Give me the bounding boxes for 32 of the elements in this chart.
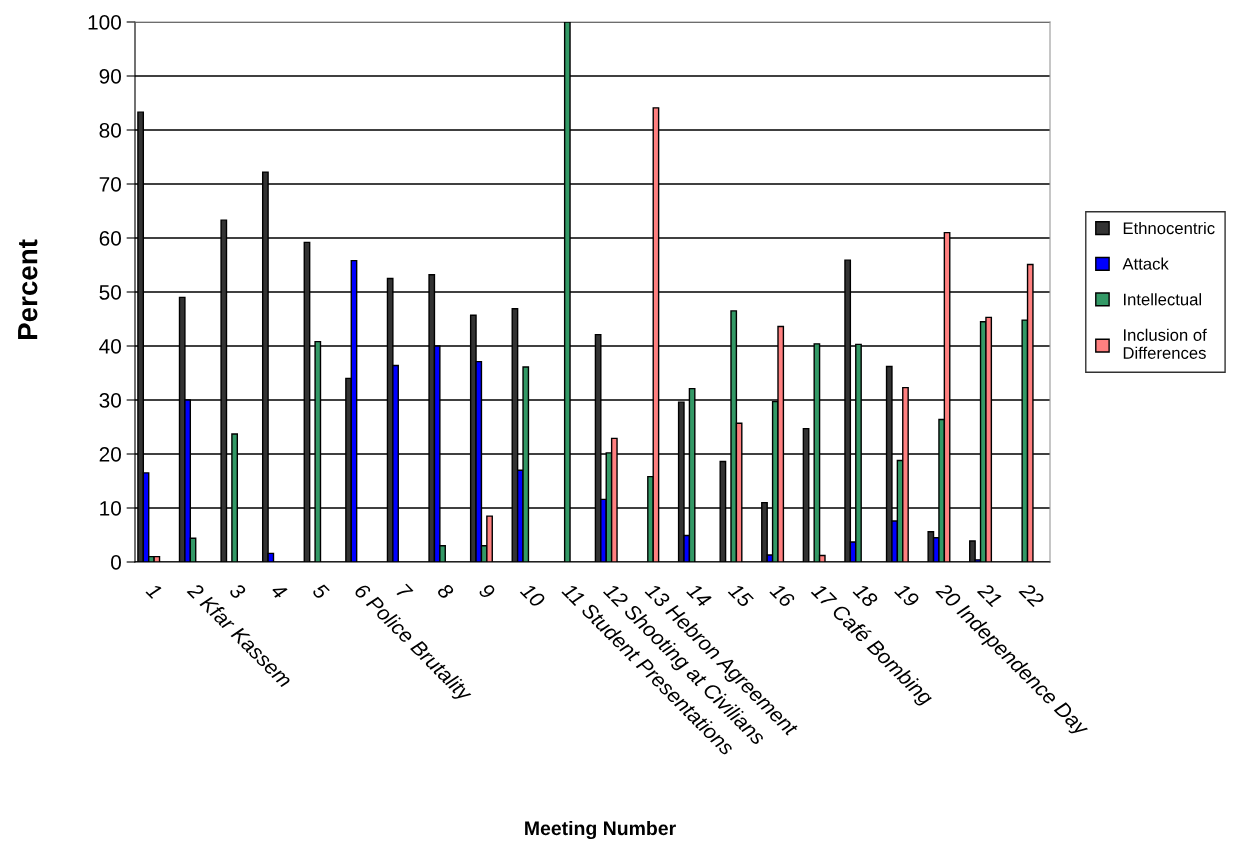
legend-label: Attack bbox=[1122, 257, 1169, 270]
x-tick-label: 10 bbox=[519, 582, 546, 609]
x-axis-title: Meeting Number bbox=[525, 820, 676, 840]
x-tick-label: 9 bbox=[478, 582, 497, 601]
x-tick-label: 14 bbox=[686, 582, 712, 608]
x-tick-label: 8 bbox=[436, 582, 455, 601]
legend-label: Inclusion of Differences bbox=[1123, 328, 1207, 359]
y-tick-label: 40 bbox=[99, 339, 121, 354]
x-tick-label: 19 bbox=[893, 582, 921, 609]
y-tick-label: 80 bbox=[99, 123, 121, 138]
y-tick-label: 0 bbox=[111, 555, 121, 570]
x-tick-label: 1 bbox=[145, 582, 163, 600]
x-tick-label: 22 bbox=[1018, 581, 1045, 609]
legend-label: Intellectual bbox=[1123, 293, 1202, 306]
legend-label: Ethnocentric bbox=[1123, 221, 1215, 235]
x-tick-label: 15 bbox=[727, 582, 754, 609]
y-tick-label: 70 bbox=[99, 177, 121, 192]
x-tick-label: 16 bbox=[769, 582, 796, 609]
y-tick-label: 30 bbox=[99, 393, 121, 408]
y-tick-label: 50 bbox=[99, 285, 121, 300]
x-tick-label: 21 bbox=[976, 581, 1003, 608]
y-tick-label: 10 bbox=[100, 501, 121, 516]
x-tick-label: 7 bbox=[396, 583, 414, 601]
y-axis-title: Percent bbox=[18, 239, 38, 340]
x-tick-label: 5 bbox=[311, 582, 330, 601]
x-tick-label: 3 bbox=[228, 582, 247, 601]
y-tick-label: 20 bbox=[99, 447, 121, 462]
x-tick-label: 4 bbox=[269, 582, 288, 600]
y-tick-label: 90 bbox=[99, 69, 121, 84]
y-tick-label: 60 bbox=[99, 231, 121, 246]
y-tick-label: 100 bbox=[88, 15, 121, 30]
x-tick-label: 18 bbox=[852, 582, 879, 609]
